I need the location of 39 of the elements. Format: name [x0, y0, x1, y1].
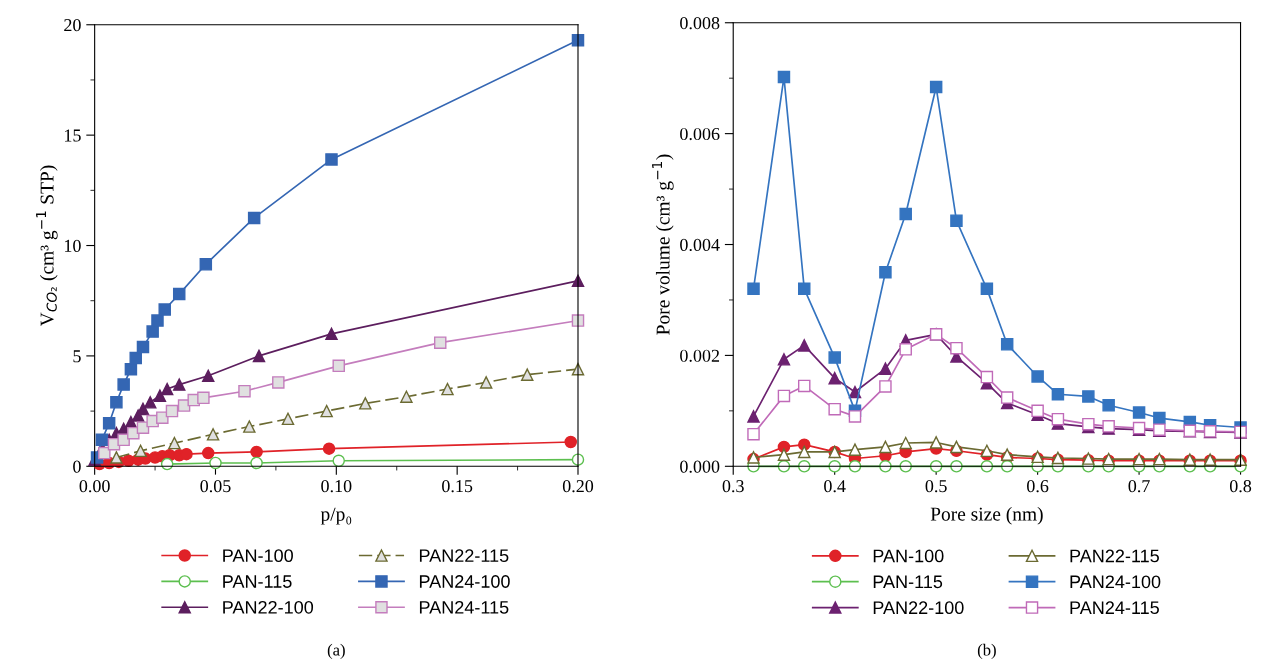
legend-label: PAN24-100 [1070, 575, 1161, 589]
text: (b) [977, 643, 996, 659]
x-tick-label: 0.3 [722, 480, 744, 493]
legend-label: PAN22-115 [1070, 549, 1159, 563]
y-tick-label: 0.004 [680, 238, 720, 252]
y-tick-label: 20 [64, 19, 81, 32]
y-tick-label: 0.006 [680, 127, 720, 141]
x-axis-title: Pore size (nm) [930, 506, 1043, 525]
legend-label: PAN24-115 [1070, 601, 1159, 615]
x-tick-label: 0.20 [562, 480, 594, 493]
x-tick-label: 0.7 [1128, 480, 1150, 493]
y-tick-label: 10 [64, 239, 81, 252]
x-tick-label: 0.10 [321, 480, 352, 493]
legend-label: PAN24-115 [419, 600, 509, 614]
x-axis-title: p/p₀ [320, 507, 352, 525]
y-tick-label: 0.000 [680, 460, 720, 473]
legend-label: PAN-100 [223, 549, 293, 563]
y-tick-label: 15 [64, 129, 81, 142]
x-tick-label: 0.6 [1027, 480, 1049, 493]
legend-label: PAN22-100 [873, 601, 964, 615]
x-tick-label: 0.5 [925, 480, 947, 493]
y-axis-title: Pore volume (cm³ g$^{−1}$) [652, 154, 674, 335]
legend-label: PAN-115 [873, 575, 943, 589]
legend-label: PAN22-100 [223, 600, 314, 614]
x-tick-label: 0.00 [79, 480, 110, 493]
legend-label: PAN-115 [223, 575, 292, 588]
x-tick-label: 0.4 [824, 480, 846, 493]
text: (a) [327, 643, 345, 659]
y-tick-label: 0.008 [680, 17, 720, 30]
x-tick-label: 0.15 [442, 480, 473, 493]
legend-label: PAN22-115 [419, 549, 509, 563]
x-tick-label: 0.8 [1229, 480, 1252, 493]
y-tick-label: 0 [73, 460, 81, 473]
x-tick-label: 0.05 [200, 480, 231, 493]
legend-label: PAN24-100 [419, 575, 510, 588]
y-axis-title: V$_{CO₂}$ (cm³ g$^{−1}$ STP) [36, 165, 58, 327]
legend-label: PAN-100 [873, 549, 944, 563]
y-tick-label: 5 [73, 350, 81, 363]
y-tick-label: 0.002 [680, 349, 720, 362]
